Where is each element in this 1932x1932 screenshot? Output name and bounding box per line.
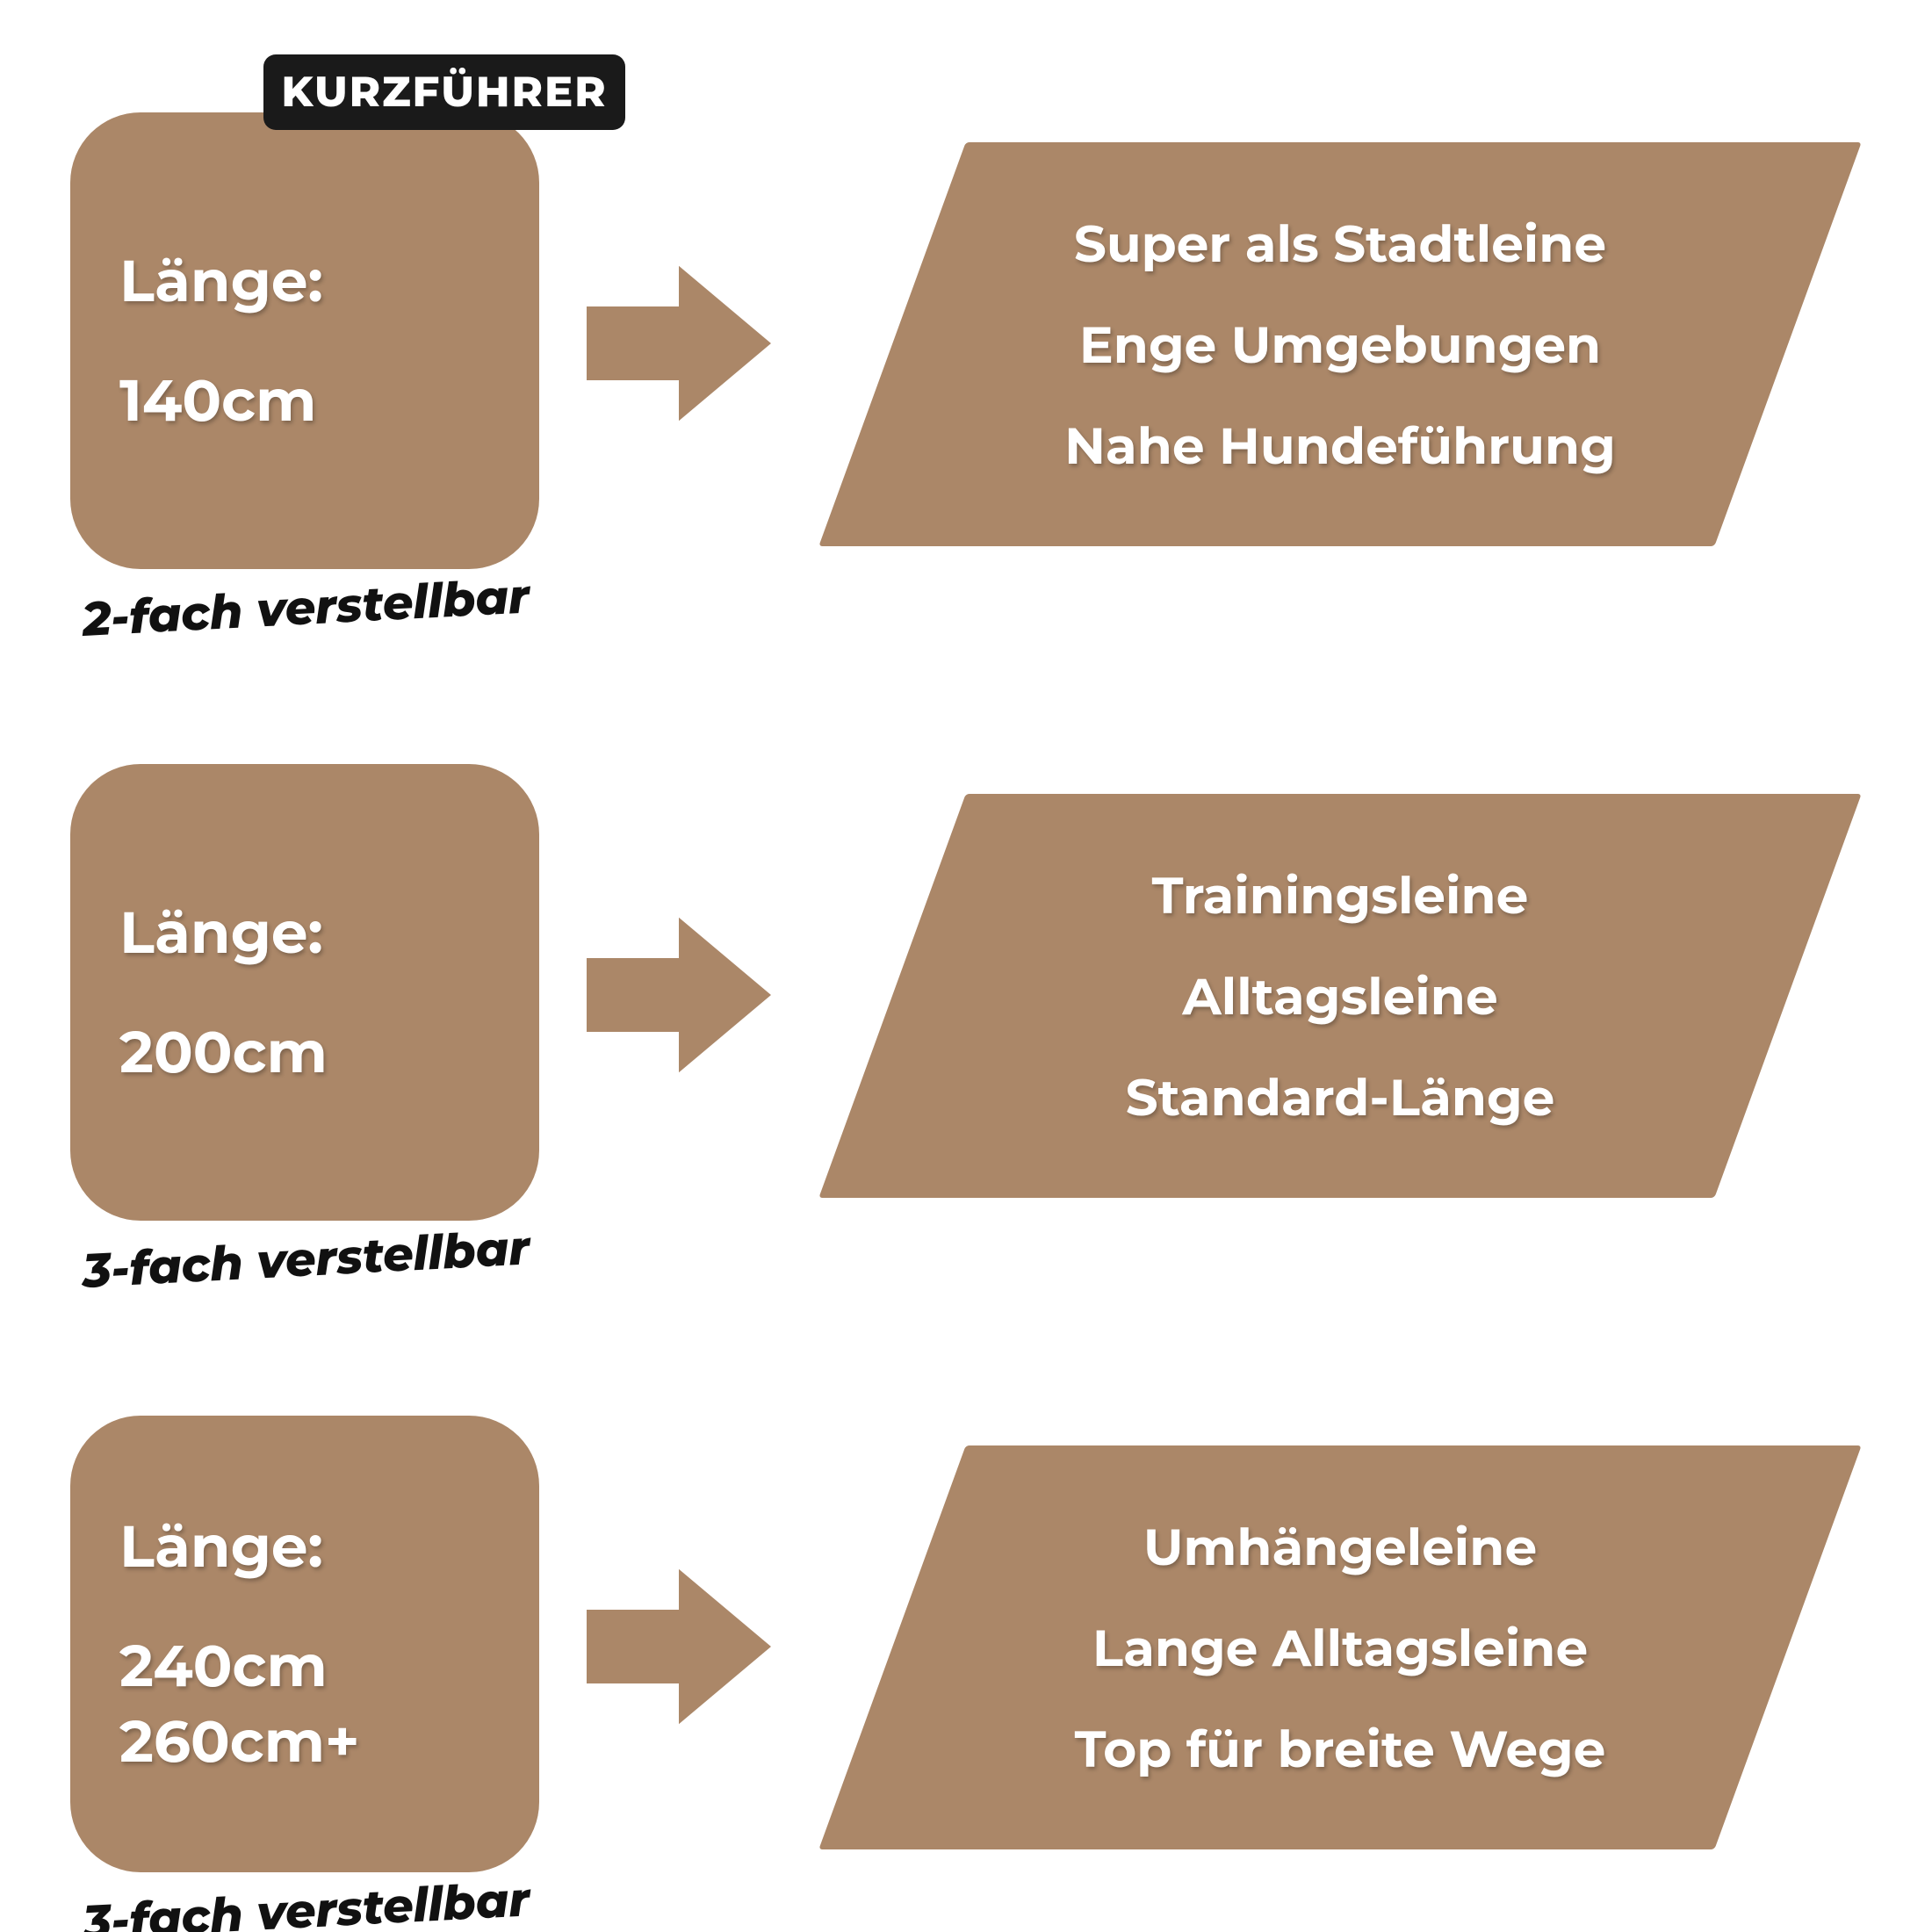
length-card-1-value-0: 200cm — [119, 1023, 539, 1081]
features-1-line-0: Trainingsleine — [1152, 864, 1529, 926]
length-card-0-value-0: 140cm — [119, 371, 539, 429]
length-card-2-value-0: 240cm — [119, 1637, 539, 1695]
arrow-right-icon — [587, 903, 771, 1087]
length-card-2: Länge: 240cm 260cm+ — [70, 1416, 539, 1872]
badge-kurzfuehrer: KURZFÜHRER — [263, 54, 625, 130]
features-0: Super als Stadtleine Enge Umgebungen Nah… — [892, 142, 1788, 546]
features-0-line-1: Enge Umgebungen — [1079, 314, 1601, 376]
features-2-line-1: Lange Alltagsleine — [1092, 1617, 1588, 1679]
length-card-2-value-1: 260cm+ — [119, 1712, 539, 1770]
arrow-right-icon — [587, 1554, 771, 1739]
features-2: Umhängeleine Lange Alltagsleine Top für … — [892, 1445, 1788, 1849]
arrow-1 — [587, 903, 771, 1087]
length-card-1-caption: 3-fach verstellbar — [81, 1218, 530, 1300]
features-0-line-0: Super als Stadtleine — [1074, 213, 1606, 275]
features-2-line-0: Umhängeleine — [1143, 1516, 1537, 1578]
length-card-0: Länge: 140cm — [70, 112, 539, 569]
arrow-right-icon — [587, 251, 771, 436]
length-card-2-title: Länge: — [119, 1517, 539, 1575]
length-card-1: Länge: 200cm — [70, 764, 539, 1221]
length-card-0-title: Länge: — [119, 252, 539, 310]
length-card-0-caption: 2-fach verstellbar — [81, 566, 530, 648]
features-1-line-1: Alltagsleine — [1182, 965, 1497, 1027]
features-1: Trainingsleine Alltagsleine Standard-Län… — [892, 794, 1788, 1198]
infographic-canvas: KURZFÜHRER Länge: 140cm 2-fach verstellb… — [0, 0, 1932, 1932]
length-card-2-caption: 3-fach verstellbar — [81, 1870, 530, 1932]
badge-label: KURZFÜHRER — [281, 67, 607, 118]
length-card-1-title: Länge: — [119, 904, 539, 962]
features-0-line-2: Nahe Hundeführung — [1064, 415, 1616, 477]
arrow-2 — [587, 1554, 771, 1739]
features-1-line-2: Standard-Länge — [1126, 1066, 1555, 1128]
arrow-0 — [587, 251, 771, 436]
features-2-line-2: Top für breite Wege — [1075, 1718, 1606, 1780]
